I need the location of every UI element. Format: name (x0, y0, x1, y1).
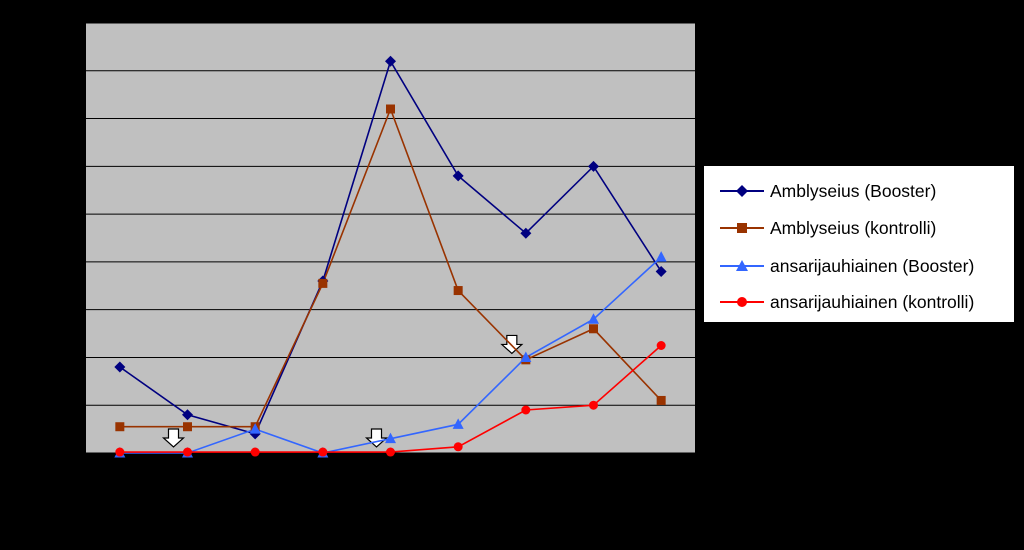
data-point (385, 55, 396, 67)
legend-label: ansarijauhiainen (Booster) (770, 255, 975, 276)
legend-key-square-icon (720, 223, 764, 233)
legend-item-amblyseius-kontrolli: Amblyseius (kontrolli) (718, 213, 936, 243)
data-point (589, 324, 598, 334)
data-point (452, 418, 464, 429)
data-point (249, 423, 261, 434)
data-point (114, 361, 126, 373)
y-tick-label: 90 (65, 16, 79, 30)
plot-area (86, 23, 695, 453)
data-point (655, 265, 667, 277)
data-point (115, 422, 125, 432)
y-tick-label: 30 (65, 303, 79, 317)
y-tick-label: 0 (71, 446, 78, 460)
data-point (183, 447, 192, 457)
data-point (182, 409, 193, 421)
data-point (318, 278, 328, 288)
data-point (453, 286, 463, 296)
data-point (183, 422, 192, 432)
data-point (655, 251, 667, 262)
data-point (521, 405, 531, 415)
down-arrow-icon (161, 428, 186, 448)
legend-item-amblyseius-booster: Amblyseius (Booster) (718, 176, 936, 206)
data-point (452, 170, 464, 182)
y-tick-label: 40 (65, 255, 79, 269)
y-tick-label: 20 (65, 350, 79, 364)
legend-item-ansarijauhiainen-booster: ansarijauhiainen (Booster) (718, 251, 974, 281)
data-point (385, 432, 396, 444)
legend-label: ansarijauhiainen (kontrolli) (770, 291, 975, 312)
series-markers (114, 55, 667, 458)
legend-item-ansarijauhiainen-kontrolli: ansarijauhiainen (kontrolli) (718, 287, 974, 317)
legend-key-circle-icon (720, 297, 764, 307)
data-point (520, 227, 532, 239)
legend-label: Amblyseius (Booster) (770, 180, 937, 201)
data-point (656, 341, 666, 350)
y-tick-label: 60 (65, 159, 79, 173)
y-tick-label: 80 (65, 64, 79, 78)
y-tick-label: 70 (65, 112, 79, 126)
legend-key-diamond-icon (720, 185, 764, 197)
data-point (250, 447, 260, 457)
data-point (588, 160, 599, 172)
legend-label: Amblyseius (kontrolli) (770, 217, 937, 238)
data-point (588, 313, 599, 324)
data-point (318, 447, 328, 457)
data-point (589, 400, 598, 410)
data-point (656, 395, 666, 405)
y-tick-label: 10 (65, 398, 79, 412)
data-point (386, 104, 395, 114)
data-point (386, 447, 395, 457)
data-point (520, 351, 532, 362)
data-point (115, 447, 125, 457)
y-axis-ticks: 0 10 20 30 40 50 60 70 80 90 (65, 16, 79, 460)
legend-key-triangle-icon (720, 260, 764, 271)
legend: Amblyseius (Booster) Amblyseius (kontrol… (703, 165, 1015, 323)
data-point (453, 442, 463, 452)
y-tick-label: 50 (65, 207, 79, 221)
